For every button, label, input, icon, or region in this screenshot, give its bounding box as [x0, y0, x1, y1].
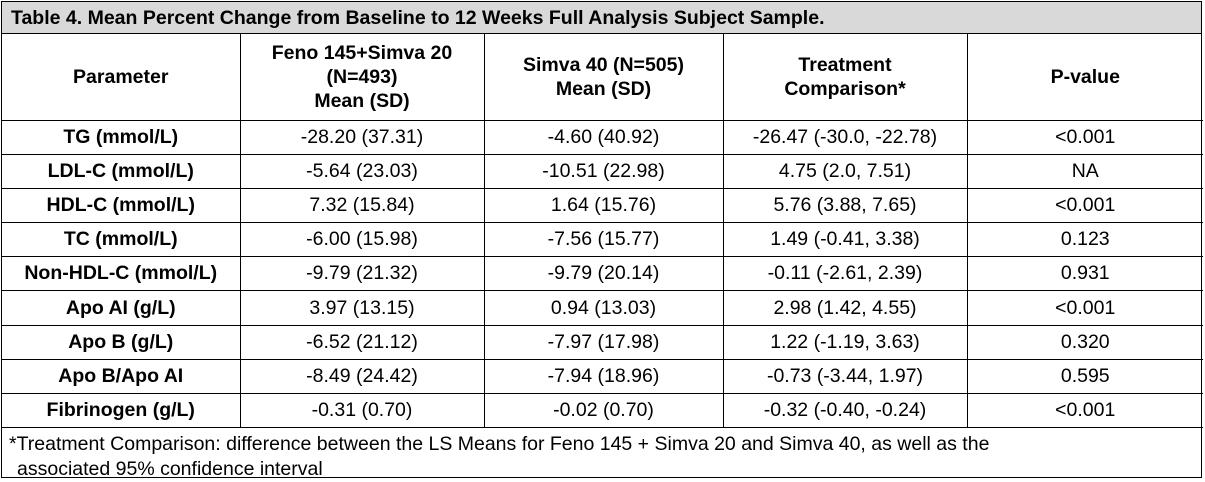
cell-p-value: NA	[966, 154, 1203, 190]
cell-parameter: TG (mmol/L)	[2, 119, 241, 156]
cell-feno-simva20: -6.00 (15.98)	[239, 222, 485, 258]
cell-p-value: 0.931	[966, 256, 1203, 292]
cell-p-value: <0.001	[966, 188, 1203, 224]
table-row: Apo B/Apo AI -8.49 (24.42) -7.94 (18.96) -0…	[2, 358, 1203, 394]
table-row: Non-HDL-C (mmol/L) -9.79 (21.32) -9.79 (20…	[2, 256, 1203, 292]
results-table: Parameter Feno 145+Simva 20 (N=493) Mean (S…	[2, 34, 1203, 428]
cell-treatment-comparison: -0.32 (-0.40, -0.24)	[722, 392, 968, 428]
cell-p-value: 0.595	[966, 358, 1203, 394]
table-row: LDL-C (mmol/L) -5.64 (23.03) -10.51 (22.98…	[2, 154, 1203, 190]
table-row: Apo B (g/L) -6.52 (21.12) -7.97 (17.98) 1.2…	[2, 324, 1203, 360]
cell-simva40: -10.51 (22.98)	[483, 154, 724, 190]
cell-treatment-comparison: -0.73 (-3.44, 1.97)	[722, 358, 968, 394]
cell-p-value: <0.001	[966, 119, 1203, 156]
cell-feno-simva20: -8.49 (24.42)	[239, 358, 485, 394]
cell-parameter: LDL-C (mmol/L)	[2, 154, 241, 190]
table-row: TG (mmol/L) -28.20 (37.31) -4.60 (40.92) -2…	[2, 119, 1203, 156]
cell-feno-simva20: -28.20 (37.31)	[239, 119, 485, 156]
header-p-value: P-value	[966, 34, 1203, 121]
cell-feno-simva20: 7.32 (15.84)	[239, 188, 485, 224]
cell-feno-simva20: 3.97 (13.15)	[239, 290, 485, 326]
header-line: Treatment	[798, 54, 892, 76]
header-treatment-comparison: Treatment Comparison*	[722, 34, 968, 121]
table-row: TC (mmol/L) -6.00 (15.98) -7.56 (15.77) 1.4…	[2, 222, 1203, 258]
header-line: P-value	[1050, 66, 1120, 88]
header-line: Comparison*	[784, 78, 906, 100]
cell-simva40: -9.79 (20.14)	[483, 256, 724, 292]
cell-treatment-comparison: 2.98 (1.42, 4.55)	[722, 290, 968, 326]
header-simva40: Simva 40 (N=505) Mean (SD)	[483, 34, 724, 121]
cell-treatment-comparison: -26.47 (-30.0, -22.78)	[722, 119, 968, 156]
cell-simva40: -4.60 (40.92)	[483, 119, 724, 156]
cell-treatment-comparison: -0.11 (-2.61, 2.39)	[722, 256, 968, 292]
table-title: Table 4. Mean Percent Change from Baseli…	[2, 2, 1201, 34]
cell-simva40: -0.02 (0.70)	[483, 392, 724, 428]
table-row: Fibrinogen (g/L) -0.31 (0.70) -0.02 (0.70)…	[2, 392, 1203, 428]
header-line: Parameter	[73, 66, 169, 88]
header-parameter: Parameter	[2, 34, 241, 121]
cell-simva40: 0.94 (13.03)	[483, 290, 724, 326]
header-line: Mean (SD)	[314, 90, 410, 112]
cell-p-value: 0.320	[966, 324, 1203, 360]
header-line: Mean (SD)	[555, 78, 652, 100]
cell-feno-simva20: -0.31 (0.70)	[239, 392, 485, 428]
header-row: Parameter Feno 145+Simva 20 (N=493) Mean (S…	[2, 34, 1203, 121]
cell-feno-simva20: -5.64 (23.03)	[239, 154, 485, 190]
cell-treatment-comparison: 1.22 (-1.19, 3.63)	[722, 324, 968, 360]
footnote-line: *Treatment Comparison: difference betwee…	[9, 432, 990, 455]
cell-parameter: TC (mmol/L)	[2, 222, 241, 258]
cell-simva40: -7.97 (17.98)	[483, 324, 724, 360]
header-line: Feno 145+Simva 20	[271, 42, 453, 64]
cell-treatment-comparison: 4.75 (2.0, 7.51)	[722, 154, 968, 190]
header-feno-simva20: Feno 145+Simva 20 (N=493) Mean (SD)	[239, 34, 485, 121]
cell-feno-simva20: -9.79 (21.32)	[239, 256, 485, 292]
cell-simva40: 1.64 (15.76)	[483, 188, 724, 224]
table-footnote: *Treatment Comparison: difference betwee…	[2, 428, 1201, 482]
cell-p-value: <0.001	[966, 392, 1203, 428]
cell-feno-simva20: -6.52 (21.12)	[239, 324, 485, 360]
cell-p-value: <0.001	[966, 290, 1203, 326]
cell-treatment-comparison: 5.76 (3.88, 7.65)	[722, 188, 968, 224]
table-row: Apo AI (g/L) 3.97 (13.15) 0.94 (13.03) 2.98…	[2, 290, 1203, 326]
cell-parameter: Apo B (g/L)	[2, 324, 241, 360]
cell-treatment-comparison: 1.49 (-0.41, 3.38)	[722, 222, 968, 258]
cell-simva40: -7.56 (15.77)	[483, 222, 724, 258]
cell-parameter: Non-HDL-C (mmol/L)	[2, 256, 241, 292]
cell-parameter: HDL-C (mmol/L)	[2, 188, 241, 224]
table-row: HDL-C (mmol/L) 7.32 (15.84) 1.64 (15.76) 5.…	[2, 188, 1203, 224]
table-body: TG (mmol/L) -28.20 (37.31) -4.60 (40.92) -2…	[2, 119, 1203, 428]
cell-simva40: -7.94 (18.96)	[483, 358, 724, 394]
cell-parameter: Fibrinogen (g/L)	[2, 392, 241, 428]
header-line: (N=493)	[326, 66, 398, 88]
cell-p-value: 0.123	[966, 222, 1203, 258]
cell-parameter: Apo B/Apo AI	[2, 358, 241, 394]
header-line: Simva 40 (N=505)	[523, 54, 684, 76]
footnote-line: associated 95% confidence interval	[17, 457, 323, 480]
cell-parameter: Apo AI (g/L)	[2, 290, 241, 326]
